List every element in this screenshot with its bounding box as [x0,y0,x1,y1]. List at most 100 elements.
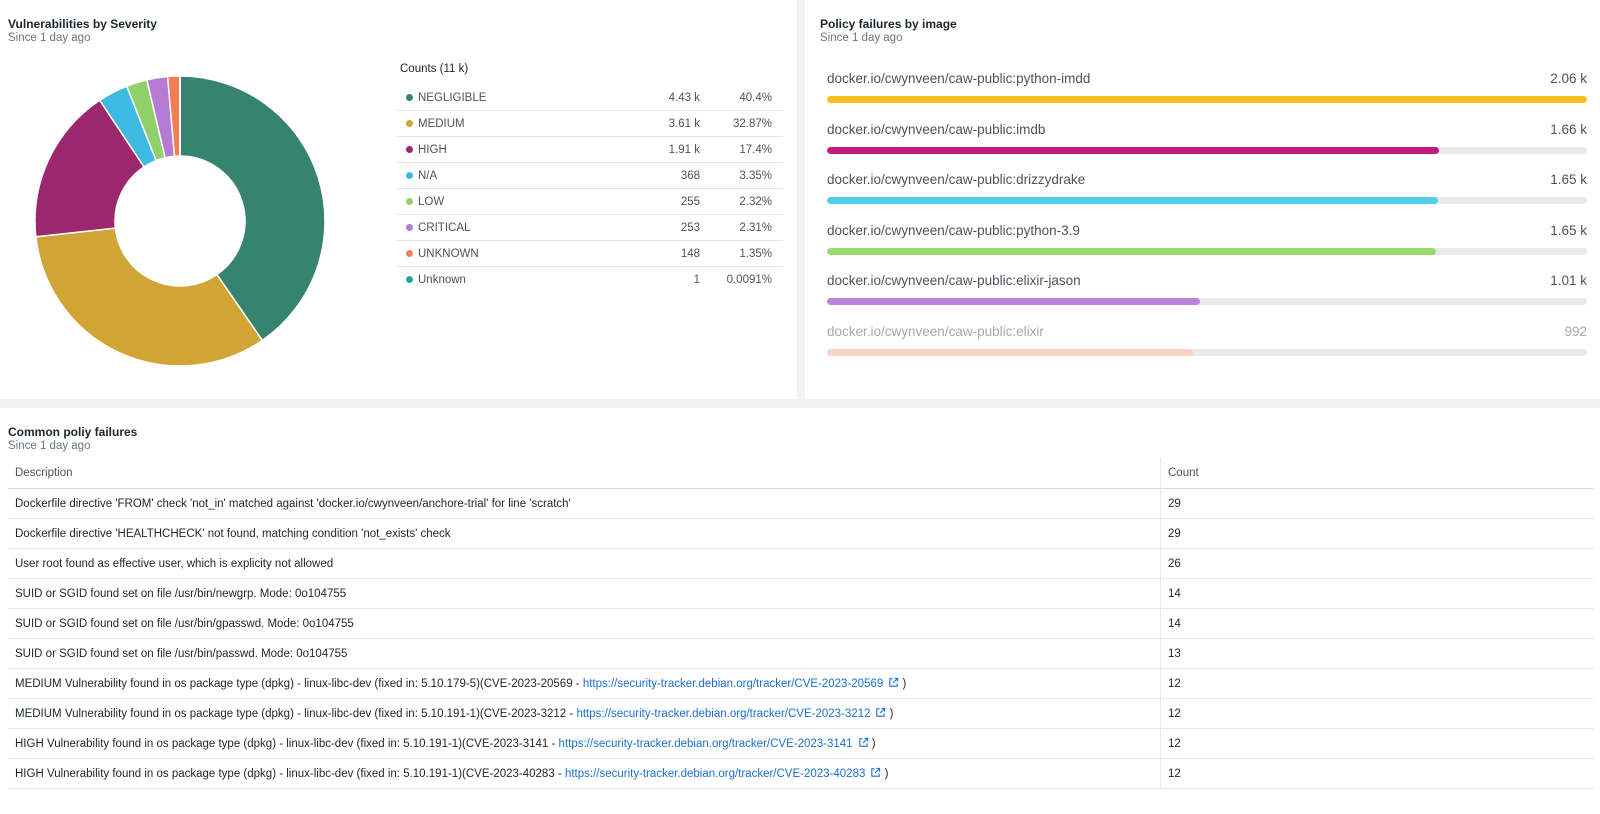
image-failure-count: 2.06 k [1550,71,1587,86]
severity-row[interactable]: HIGH 1.91 k 17.4% [396,137,783,163]
bar-fill [827,349,1193,356]
severity-row[interactable]: LOW 255 2.32% [396,189,783,215]
legend-dot-icon [406,224,413,231]
severity-count: 368 [680,169,700,182]
cve-tracker-link[interactable]: https://security-tracker.debian.org/trac… [582,678,884,690]
failure-description: User root found as effective user, which… [15,557,334,570]
common-title: Common poliy failures [8,425,138,439]
donut-slice-high[interactable] [34,99,146,238]
count-column-header[interactable]: Count [1160,458,1594,489]
bar-track [827,146,1587,154]
bar-track [827,96,1587,103]
image-failure-count: 992 [1564,324,1587,339]
description-cell: SUID or SGID found set on file /usr/bin/… [8,608,1161,639]
failure-description: MEDIUM Vulnerability found in os package… [15,708,577,720]
table-row[interactable]: SUID or SGID found set on file /usr/bin/… [8,608,1594,639]
severity-count: 3.61 k [668,117,700,130]
common-failures-table: Description Count Dockerfile directive '… [8,458,1594,789]
count-cell: 14 [1160,578,1594,609]
bar-track [827,247,1587,255]
table-row[interactable]: Dockerfile directive 'HEALTHCHECK' not f… [8,518,1594,549]
failure-description: SUID or SGID found set on file /usr/bin/… [15,617,354,630]
cve-tracker-link[interactable]: https://security-tracker.debian.org/trac… [564,768,866,780]
bar-track [827,197,1587,205]
severity-title: Vulnerabilities by Severity [8,17,157,31]
description-cell: SUID or SGID found set on file /usr/bin/… [8,638,1161,669]
policy-bar-item[interactable]: docker.io/cwynveen/caw-public:python-3.9… [827,223,1587,273]
severity-count: 253 [680,221,700,234]
image-name-label: docker.io/cwynveen/caw-public:imdb [827,121,1046,137]
count-cell: 13 [1160,638,1594,669]
bar-fill [827,146,1440,154]
donut-slice-medium[interactable] [35,227,264,367]
donut-slice-negligible[interactable] [179,75,326,342]
severity-row[interactable]: N/A 368 3.35% [396,163,783,189]
severity-row[interactable]: NEGLIGIBLE 4.43 k 40.4% [396,85,783,111]
description-suffix: ) [868,738,876,750]
count-cell: 12 [1160,668,1594,699]
description-cell: SUID or SGID found set on file /usr/bin/… [8,578,1161,609]
severity-table: NEGLIGIBLE 4.43 k 40.4% MEDIUM 3.61 k 32.87% H… [396,85,783,292]
severity-name: MEDIUM [418,117,465,130]
description-column-header[interactable]: Description [8,458,1161,489]
cve-tracker-link[interactable]: https://security-tracker.debian.org/trac… [558,738,853,750]
table-row[interactable]: MEDIUM Vulnerability found in os package… [8,698,1594,729]
failure-description: Dockerfile directive 'HEALTHCHECK' not f… [15,527,451,540]
severity-name: NEGLIGIBLE [418,91,487,104]
policy-subtitle: Since 1 day ago [820,32,903,44]
severity-panel: Vulnerabilities by Severity Since 1 day … [0,0,797,399]
external-link-icon [858,737,868,747]
bar-fill [827,197,1438,205]
severity-row[interactable]: MEDIUM 3.61 k 32.87% [396,111,783,137]
failure-description: HIGH Vulnerability found in os package t… [15,768,565,780]
severity-percent: 1.35% [739,247,772,260]
table-row[interactable]: HIGH Vulnerability found in os package t… [8,728,1594,759]
table-row[interactable]: HIGH Vulnerability found in os package t… [8,758,1594,789]
policy-title: Policy failures by image [820,17,957,31]
severity-row[interactable]: CRITICAL 253 2.31% [396,215,783,241]
table-row[interactable]: SUID or SGID found set on file /usr/bin/… [8,638,1594,669]
policy-bar-item[interactable]: docker.io/cwynveen/caw-public:elixir 992 [827,324,1587,374]
count-cell: 12 [1160,698,1594,729]
severity-row[interactable]: Unknown 1 0.0091% [396,267,783,292]
table-row[interactable]: User root found as effective user, which… [8,548,1594,579]
failure-description: MEDIUM Vulnerability found in os package… [15,678,583,690]
severity-name: LOW [418,195,445,208]
description-cell: Dockerfile directive 'HEALTHCHECK' not f… [8,518,1161,549]
table-row[interactable]: MEDIUM Vulnerability found in os package… [8,668,1594,699]
table-row[interactable]: SUID or SGID found set on file /usr/bin/… [8,578,1594,609]
policy-bar-item[interactable]: docker.io/cwynveen/caw-public:elixir-jas… [827,273,1587,323]
severity-subtitle: Since 1 day ago [8,32,91,44]
image-name-label: docker.io/cwynveen/caw-public:python-3.9 [827,222,1080,238]
legend-dot-icon [406,250,413,257]
external-link-icon [876,707,886,717]
policy-bar-item[interactable]: docker.io/cwynveen/caw-public:imdb 1.66 k [827,122,1587,172]
common-failures-panel: Common poliy failures Since 1 day ago De… [0,408,1600,814]
severity-percent: 40.4% [739,91,772,104]
cve-tracker-link[interactable]: https://security-tracker.debian.org/trac… [576,708,871,720]
severity-donut-chart[interactable] [34,75,326,367]
counts-title: Counts (11 k) [400,63,469,75]
severity-percent: 32.87% [732,117,772,130]
external-link-icon [889,677,899,687]
legend-dot-icon [406,94,413,101]
description-suffix: ) [886,708,894,720]
description-suffix: ) [899,678,907,690]
image-name-label: docker.io/cwynveen/caw-public:python-imd… [827,71,1091,86]
severity-count: 1.91 k [668,143,700,156]
severity-percent: 17.4% [739,143,772,156]
bar-fill [827,298,1200,306]
table-row[interactable]: Dockerfile directive 'FROM' check 'not_i… [8,488,1594,519]
failure-description: Dockerfile directive 'FROM' check 'not_i… [15,497,571,510]
severity-count: 1 [693,273,700,286]
image-failure-count: 1.01 k [1550,273,1587,289]
legend-dot-icon [406,276,413,283]
severity-percent: 2.31% [739,221,772,234]
severity-row[interactable]: UNKNOWN 148 1.35% [396,241,783,267]
severity-percent: 0.0091% [726,273,772,286]
count-cell: 12 [1160,728,1594,759]
policy-bar-item[interactable]: docker.io/cwynveen/caw-public:drizzydrak… [827,172,1587,222]
severity-percent: 3.35% [739,169,772,182]
bar-track [827,349,1587,356]
policy-bar-item[interactable]: docker.io/cwynveen/caw-public:python-imd… [827,71,1587,121]
